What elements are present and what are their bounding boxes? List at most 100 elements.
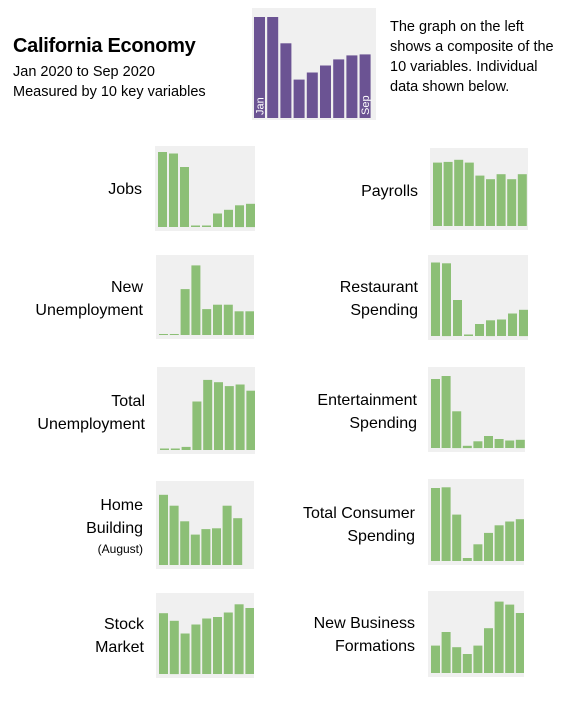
entertainment-spending-bar-7 <box>494 439 504 448</box>
home-building-bar-3 <box>180 521 190 565</box>
new-unemployment-bar-1 <box>159 334 168 335</box>
entertainment-spending-label: Entertainment Spending <box>317 389 417 435</box>
composite-bar-2 <box>267 17 279 118</box>
home-building-bar-6 <box>212 528 221 565</box>
new-unemployment-label-line-2: Unemployment <box>35 302 143 319</box>
restaurant-spending-bar-2 <box>442 263 451 337</box>
stock-market-bar-9 <box>245 608 254 674</box>
payrolls-bar-8 <box>507 179 517 226</box>
entertainment-spending-bar-8 <box>505 440 515 448</box>
stock-market-bar-2 <box>169 620 179 675</box>
payrolls-bar-5 <box>475 175 485 226</box>
payrolls-bar-7 <box>496 174 506 226</box>
restaurant-spending-label: Restaurant Spending <box>340 276 418 322</box>
jobs-chart-panel <box>155 146 255 231</box>
entertainment-spending-chart-panel <box>428 367 525 452</box>
stock-market-bar-5 <box>202 618 212 674</box>
home-building-label: Home Building (August) <box>86 494 143 558</box>
new-business-formations-chart-panel <box>428 591 524 677</box>
payrolls-chart-panel <box>430 148 528 230</box>
new-business-formations-bar-3 <box>452 647 462 673</box>
home-building-bar-5 <box>201 529 211 565</box>
entertainment-spending-label-line-1: Entertainment <box>317 392 417 409</box>
total-consumer-spending-bar-4 <box>462 558 472 561</box>
total-unemployment-bar-3 <box>181 446 191 450</box>
new-business-formations-bar-6 <box>484 628 493 673</box>
restaurant-spending-bar-9 <box>519 309 528 337</box>
jobs-bar-1 <box>158 152 167 227</box>
total-consumer-spending-bar-7 <box>494 525 504 561</box>
jobs-bar-8 <box>235 205 244 228</box>
entertainment-spending-bar-chart <box>431 376 525 449</box>
total-unemployment-bar-2 <box>170 448 180 450</box>
stock-market-bar-chart <box>159 604 254 675</box>
jobs-bar-7 <box>224 209 233 228</box>
new-unemployment-chart-panel <box>156 255 254 339</box>
entertainment-spending-bar-1 <box>431 379 440 448</box>
new-unemployment-bar-chart <box>159 265 254 335</box>
total-unemployment-bar-7 <box>224 386 234 450</box>
home-building-label-line-2: Building <box>86 520 143 537</box>
stock-market-label-line-1: Stock <box>103 616 144 633</box>
home-building-bar-7 <box>222 505 232 565</box>
new-business-formations-bar-5 <box>473 645 483 673</box>
restaurant-spending-label-line-1: Restaurant <box>339 279 418 296</box>
payrolls-bar-3 <box>454 159 464 226</box>
total-unemployment-bar-1 <box>160 448 169 450</box>
payrolls-label: Payrolls <box>361 180 418 203</box>
total-unemployment-bar-6 <box>214 382 223 450</box>
restaurant-spending-bar-chart <box>431 262 528 337</box>
composite-note: The graph on the left shows a composite … <box>390 19 554 95</box>
new-unemployment-bar-3 <box>180 289 190 335</box>
jobs-bar-4 <box>191 225 200 227</box>
total-unemployment-chart-panel <box>157 367 255 454</box>
total-consumer-spending-label: Total Consumer Spending <box>303 502 415 548</box>
composite-chart-panel: Jan Sep <box>252 8 376 120</box>
payrolls-bar-1 <box>433 162 442 226</box>
jobs-bar-6 <box>213 213 222 227</box>
restaurant-spending-label-line-2: Spending <box>350 302 418 319</box>
total-unemployment-bar-4 <box>192 401 202 450</box>
total-unemployment-bar-9 <box>246 390 255 450</box>
total-consumer-spending-bar-chart <box>431 487 524 561</box>
total-unemployment-label-line-1: Total <box>111 393 145 410</box>
new-unemployment-bar-9 <box>245 311 254 335</box>
total-consumer-spending-bar-2 <box>441 487 451 561</box>
new-business-formations-bar-chart <box>431 601 524 673</box>
restaurant-spending-bar-3 <box>453 300 462 336</box>
restaurant-spending-bar-1 <box>431 262 440 336</box>
composite-tick-last: Sep <box>360 95 372 115</box>
stock-market-bar-7 <box>223 612 233 674</box>
entertainment-spending-bar-5 <box>473 441 483 449</box>
total-unemployment-bar-8 <box>235 384 245 450</box>
stock-market-label: Stock Market <box>95 613 144 659</box>
composite-bar-6 <box>320 65 331 118</box>
new-business-formations-label-line-2: Formations <box>334 638 415 655</box>
payrolls-bar-2 <box>443 161 453 226</box>
home-building-chart-panel <box>156 481 254 569</box>
new-business-formations-label-line-1: New Business <box>313 615 415 632</box>
new-unemployment-bar-2 <box>169 334 179 335</box>
new-business-formations-bar-4 <box>462 654 472 673</box>
total-consumer-spending-label-line-2: Spending <box>347 528 415 545</box>
restaurant-spending-bar-6 <box>486 320 495 337</box>
total-consumer-spending-bar-1 <box>431 488 440 561</box>
stock-market-bar-4 <box>191 624 201 674</box>
total-consumer-spending-bar-6 <box>484 532 493 561</box>
new-unemployment-bar-6 <box>213 304 222 335</box>
composite-bar-3 <box>280 43 292 118</box>
entertainment-spending-bar-2 <box>441 376 451 448</box>
home-building-bar-4 <box>190 534 200 565</box>
payrolls-bar-chart <box>433 159 527 226</box>
new-business-formations-bar-7 <box>494 601 504 673</box>
new-unemployment-label: New Unemployment <box>35 276 143 322</box>
composite-bar-7 <box>333 59 345 118</box>
composite-tick-first: Jan <box>255 97 267 115</box>
jobs-bar-3 <box>180 167 189 227</box>
payrolls-label-line-1: Payrolls <box>361 183 418 200</box>
total-consumer-spending-bar-9 <box>515 519 524 561</box>
new-unemployment-bar-7 <box>223 304 233 335</box>
new-business-formations-bar-2 <box>441 632 451 673</box>
total-consumer-spending-bar-5 <box>473 544 483 561</box>
new-business-formations-bar-8 <box>505 604 515 673</box>
